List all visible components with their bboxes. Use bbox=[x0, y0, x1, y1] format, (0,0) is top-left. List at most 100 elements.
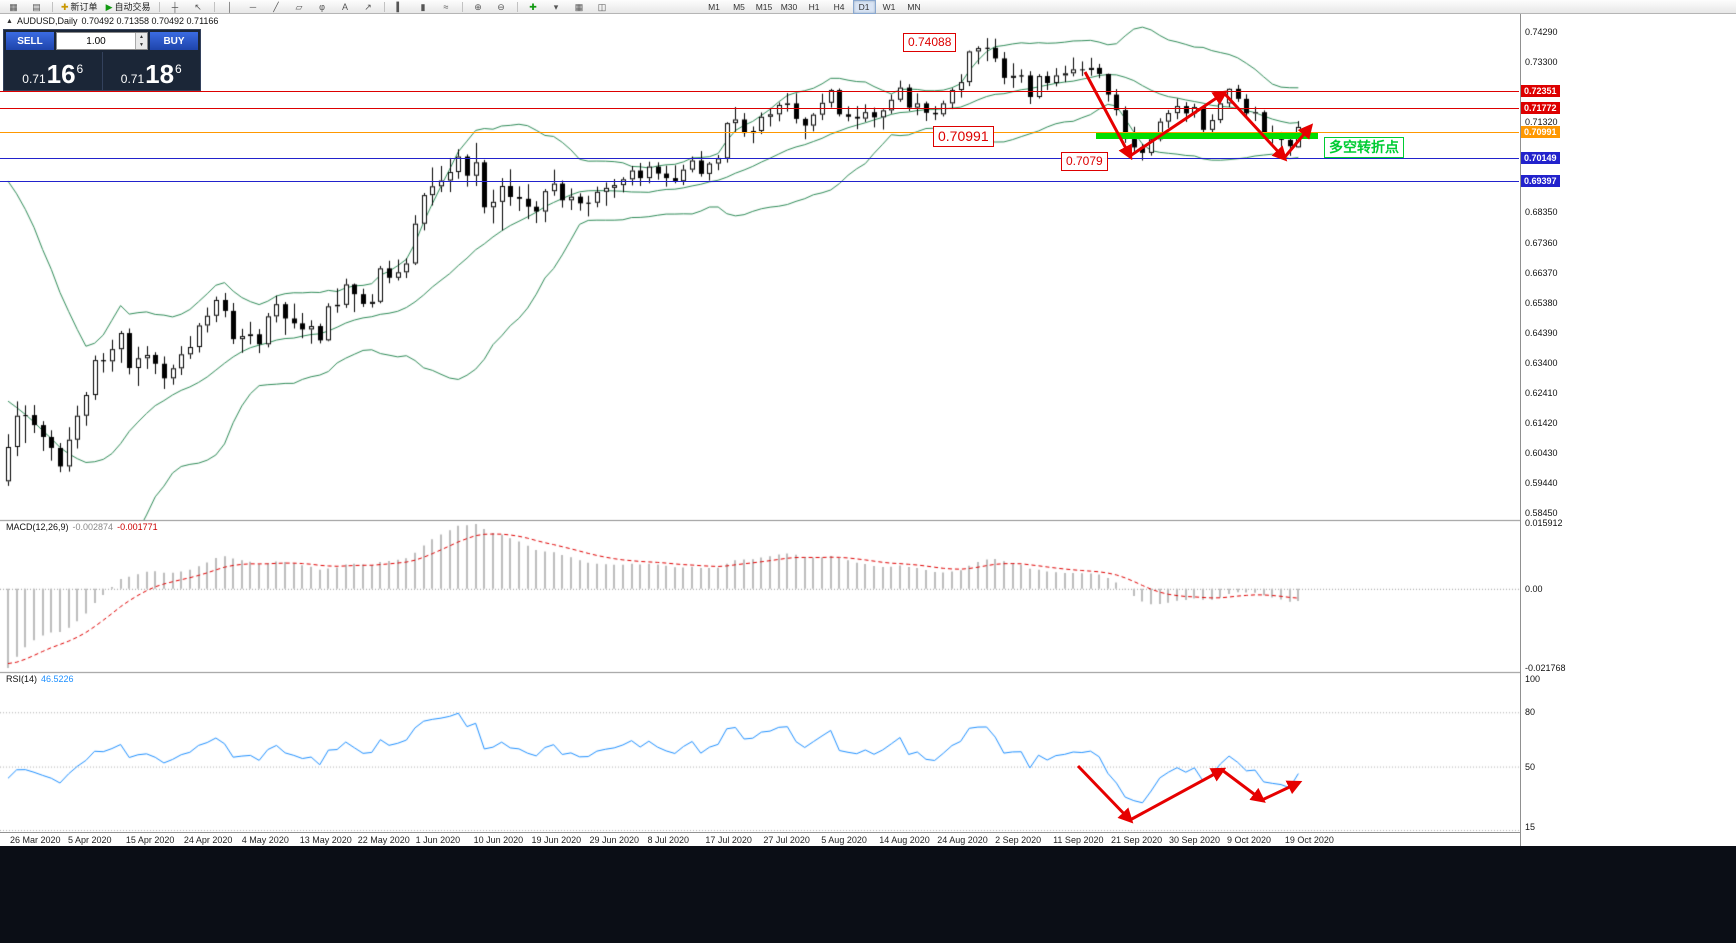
buy-button[interactable]: BUY bbox=[150, 32, 198, 50]
date-label: 2 Sep 2020 bbox=[995, 835, 1042, 845]
price-axis[interactable]: 0.74290 0.73300 0.71320 0.68350 0.67360 0.663… bbox=[1520, 14, 1736, 846]
macd-axis-label: -0.021768 bbox=[1525, 663, 1566, 673]
timeframe-m1[interactable]: M1 bbox=[708, 1, 720, 12]
trendline-icon[interactable]: ╱ bbox=[273, 1, 279, 12]
price-axis-label: 0.74290 bbox=[1525, 27, 1558, 37]
macd-label: MACD(12,26,9) -0.002874 -0.001771 bbox=[6, 522, 162, 532]
templates-icon[interactable]: ▦ bbox=[574, 1, 584, 12]
separator bbox=[158, 1, 160, 12]
date-label: 11 Sep 2020 bbox=[1053, 835, 1104, 845]
date-label: 5 Apr 2020 bbox=[67, 835, 112, 845]
line-chart-icon[interactable]: ≈ bbox=[443, 1, 449, 12]
price-tag-0.70991: 0.70991 bbox=[1521, 126, 1560, 139]
support-highlight-bar[interactable] bbox=[1096, 133, 1318, 139]
candle-chart-icon[interactable]: ▮ bbox=[420, 1, 426, 12]
date-label: 4 May 2020 bbox=[241, 835, 289, 845]
timeframe-m5[interactable]: M5 bbox=[733, 1, 745, 12]
new-order-button[interactable]: ✚ 新订单 bbox=[61, 1, 98, 12]
cursor-icon[interactable]: ↖ bbox=[194, 1, 202, 12]
price-axis-label: 0.58450 bbox=[1525, 508, 1558, 519]
indicators-icon[interactable]: ✚ bbox=[529, 1, 537, 12]
timeframe-d1[interactable]: D1 bbox=[852, 0, 876, 14]
timeframe-m30[interactable]: M30 bbox=[780, 1, 798, 12]
price-tag-0.71772: 0.71772 bbox=[1521, 102, 1560, 115]
zoom-in-icon[interactable]: ⊕ bbox=[474, 1, 482, 12]
autotrading-icon: ▶ bbox=[105, 1, 113, 12]
text-icon[interactable]: A bbox=[341, 1, 348, 12]
tile-windows-icon[interactable]: ◫ bbox=[597, 1, 607, 12]
hline-0.70149[interactable] bbox=[0, 157, 1519, 159]
annotation-0.7079[interactable]: 0.7079 bbox=[1061, 152, 1108, 171]
date-label: 27 Jul 2020 bbox=[763, 835, 810, 845]
date-label: 10 Jun 2020 bbox=[473, 835, 524, 845]
crosshair-icon[interactable]: ┼ bbox=[171, 1, 179, 12]
price-tag-0.69397: 0.69397 bbox=[1521, 174, 1560, 187]
bottom-panel bbox=[0, 846, 1736, 943]
new-order-icon: ✚ bbox=[61, 1, 69, 12]
date-label: 8 Jul 2020 bbox=[647, 835, 689, 845]
periods-icon[interactable]: ▾ bbox=[553, 1, 559, 12]
rsi-label: RSI(14) 46.5226 bbox=[6, 674, 78, 684]
volume-input[interactable] bbox=[57, 33, 135, 49]
rsi-name: RSI(14) bbox=[6, 674, 38, 684]
price-axis-label: 0.65380 bbox=[1525, 297, 1558, 308]
ask-pipette: 6 bbox=[175, 62, 182, 76]
timeframe-h4[interactable]: H4 bbox=[833, 1, 845, 12]
macd-axis-label: 0.015912 bbox=[1525, 518, 1563, 528]
timeframe-m15[interactable]: M15 bbox=[755, 1, 773, 12]
volume-box: ▲ ▼ bbox=[56, 32, 148, 50]
date-label: 19 Oct 2020 bbox=[1284, 835, 1334, 845]
chart-title: ▲ AUDUSD,Daily 0.70492 0.71358 0.70492 0… bbox=[6, 16, 218, 26]
macd-signal-value: -0.001771 bbox=[117, 522, 158, 532]
new-chart-icon[interactable]: ▦ bbox=[9, 1, 18, 12]
price-axis-label: 0.63400 bbox=[1525, 357, 1558, 368]
date-label: 22 May 2020 bbox=[357, 835, 410, 845]
date-label: 13 May 2020 bbox=[299, 835, 352, 845]
macd-axis-label: 0.00 bbox=[1525, 583, 1543, 594]
hline-0.70991[interactable] bbox=[0, 132, 1519, 134]
arrow-tool-icon[interactable]: ↗ bbox=[364, 1, 372, 12]
channel-icon[interactable]: ▱ bbox=[295, 1, 303, 12]
horizontal-line-icon[interactable]: ─ bbox=[249, 1, 257, 12]
autotrading-button[interactable]: ▶ 自动交易 bbox=[105, 1, 151, 12]
price-axis-label: 0.66370 bbox=[1525, 267, 1558, 278]
toolbar: ▦ ▤ ✚ 新订单 ▶ 自动交易 ┼ ↖ │ ─ ╱ ▱ φ A ↗ ▍ ▮ ≈ ⊕ ⊖ ✚ ▾ ▦ ◫ M1 M5 M15 M30 H… bbox=[0, 0, 1736, 14]
price-axis-label: 0.62410 bbox=[1525, 387, 1558, 398]
timeframe-mn[interactable]: MN bbox=[907, 1, 921, 12]
volume-down-icon[interactable]: ▼ bbox=[139, 42, 144, 48]
price-tag-0.70149: 0.70149 bbox=[1521, 151, 1560, 164]
date-label: 24 Aug 2020 bbox=[937, 835, 988, 845]
sell-button[interactable]: SELL bbox=[6, 32, 54, 50]
timeframe-h1[interactable]: H1 bbox=[808, 1, 820, 12]
price-axis-label: 0.73300 bbox=[1525, 57, 1558, 68]
profiles-icon[interactable]: ▤ bbox=[32, 1, 41, 12]
date-label: 24 Apr 2020 bbox=[183, 835, 233, 845]
volume-up-icon[interactable]: ▲ bbox=[139, 34, 144, 40]
date-label: 1 Jun 2020 bbox=[415, 835, 461, 845]
separator bbox=[52, 1, 53, 12]
rsi-axis-label: 80 bbox=[1525, 707, 1536, 718]
timeframe-w1[interactable]: W1 bbox=[882, 1, 896, 12]
bid-price: 0.71 16 6 bbox=[4, 52, 103, 90]
fibonacci-icon[interactable]: φ bbox=[319, 1, 325, 12]
hline-0.71772[interactable] bbox=[0, 108, 1519, 110]
bid-pipette: 6 bbox=[76, 62, 84, 76]
bar-chart-icon[interactable]: ▍ bbox=[396, 1, 404, 12]
hline-0.72351[interactable] bbox=[0, 90, 1519, 92]
price-tag-0.72351: 0.72351 bbox=[1521, 84, 1560, 97]
panel-collapse-icon[interactable]: ▲ bbox=[6, 17, 13, 25]
hline-0.69397[interactable] bbox=[0, 180, 1519, 182]
annotation-0.70991[interactable]: 0.70991 bbox=[933, 126, 994, 147]
zoom-out-icon[interactable]: ⊖ bbox=[497, 1, 505, 12]
bid-big-digits: 16 bbox=[46, 59, 76, 89]
annotation-0.74088[interactable]: 0.74088 bbox=[903, 33, 957, 52]
time-axis[interactable]: 26 Mar 2020 5 Apr 2020 15 Apr 2020 24 Apr 2… bbox=[0, 832, 1736, 847]
separator bbox=[213, 1, 215, 12]
annotation-多空转折点[interactable]: 多空转折点 bbox=[1324, 137, 1404, 158]
chart-canvas[interactable] bbox=[0, 14, 1736, 846]
separator bbox=[516, 1, 518, 12]
vertical-line-icon[interactable]: │ bbox=[227, 1, 233, 12]
date-label: 15 Apr 2020 bbox=[125, 835, 175, 845]
price-axis-label: 0.64390 bbox=[1525, 327, 1558, 338]
